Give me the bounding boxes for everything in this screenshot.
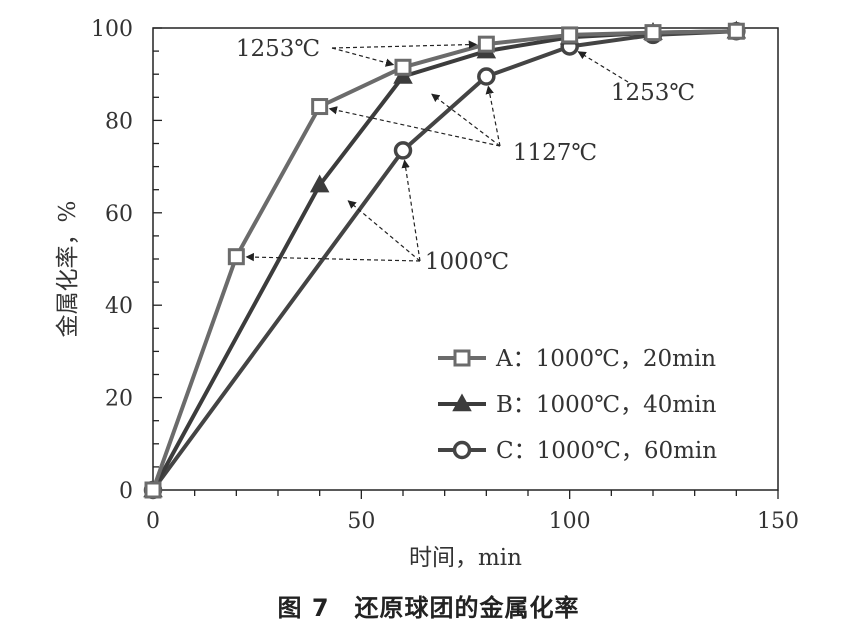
- annotation: 1253℃: [236, 36, 478, 67]
- series-C-point: [393, 141, 413, 160]
- series-A-point: [227, 248, 245, 266]
- series-A-point: [394, 58, 412, 76]
- legend-label: C：1000℃，60min: [496, 438, 717, 464]
- legend-label: A：1000℃，20min: [495, 346, 716, 372]
- y-tick-label: 100: [91, 17, 133, 42]
- x-tick-label: 100: [549, 509, 591, 534]
- y-axis-label: 金属化率，%: [55, 201, 81, 338]
- legend-entry-C: C：1000℃，60min: [438, 438, 717, 464]
- chart-title: 图 7 还原球团的金属化率: [277, 594, 580, 622]
- series-A-line: [151, 29, 737, 491]
- legend-swatch-marker: [453, 349, 471, 367]
- annotation-label: 1127℃: [513, 140, 597, 166]
- y-tick-label: 0: [119, 479, 133, 504]
- annotation-arrow: [245, 252, 421, 262]
- y-tick-label: 80: [105, 109, 133, 134]
- y-tick-label: 20: [105, 387, 133, 412]
- series-C-point: [477, 67, 496, 86]
- y-tick-label: 60: [105, 202, 133, 227]
- chart: 0 50 100 150 0 20 40 60 80 100 时间，min 金属化率，% 1253…: [55, 17, 799, 571]
- annotation-arrow: [431, 93, 501, 147]
- annotations-group: 1253℃ 1253℃ 1127℃ 1000℃: [236, 36, 695, 275]
- series-A: [144, 22, 745, 499]
- series-A-point: [477, 35, 495, 53]
- legend: A：1000℃，20min B：1000℃，40min C：1000℃，60min: [438, 346, 717, 464]
- x-tick-label: 0: [146, 509, 160, 534]
- series-A-point: [644, 24, 662, 42]
- annotation: 1000℃: [245, 159, 509, 275]
- axis-tick-labels: 0 50 100 150 0 20 40 60 80 100: [91, 17, 799, 534]
- legend-swatch-marker: [452, 393, 472, 412]
- series-B-point: [309, 174, 330, 193]
- annotation-arrow: [347, 200, 421, 262]
- annotation: 1127℃: [328, 85, 597, 166]
- x-axis-label: 时间，min: [409, 545, 522, 571]
- annotation-arrow: [331, 47, 395, 67]
- annotation-label: 1253℃: [611, 80, 695, 106]
- series-A-point: [727, 22, 745, 40]
- x-tick-label: 50: [347, 509, 375, 534]
- annotation-arrow: [485, 85, 501, 147]
- series-group: [143, 20, 747, 500]
- legend-entry-B: B：1000℃，40min: [438, 392, 717, 418]
- annotation-label: 1000℃: [425, 249, 509, 275]
- legend-entry-A: A：1000℃，20min: [438, 346, 716, 372]
- series-A-point: [144, 481, 162, 499]
- series-A-point: [311, 98, 329, 116]
- annotation-label: 1253℃: [236, 36, 320, 62]
- annotation-arrow: [328, 106, 501, 147]
- legend-swatch-marker: [452, 440, 472, 460]
- annotation-arrow: [331, 40, 478, 49]
- annotation: 1253℃: [577, 51, 695, 106]
- x-tick-label: 150: [757, 509, 799, 534]
- legend-label: B：1000℃，40min: [496, 392, 717, 418]
- annotation-arrow: [577, 51, 629, 83]
- series-A-point: [561, 26, 579, 44]
- annotation-arrow: [401, 159, 421, 262]
- y-tick-label: 40: [105, 294, 133, 319]
